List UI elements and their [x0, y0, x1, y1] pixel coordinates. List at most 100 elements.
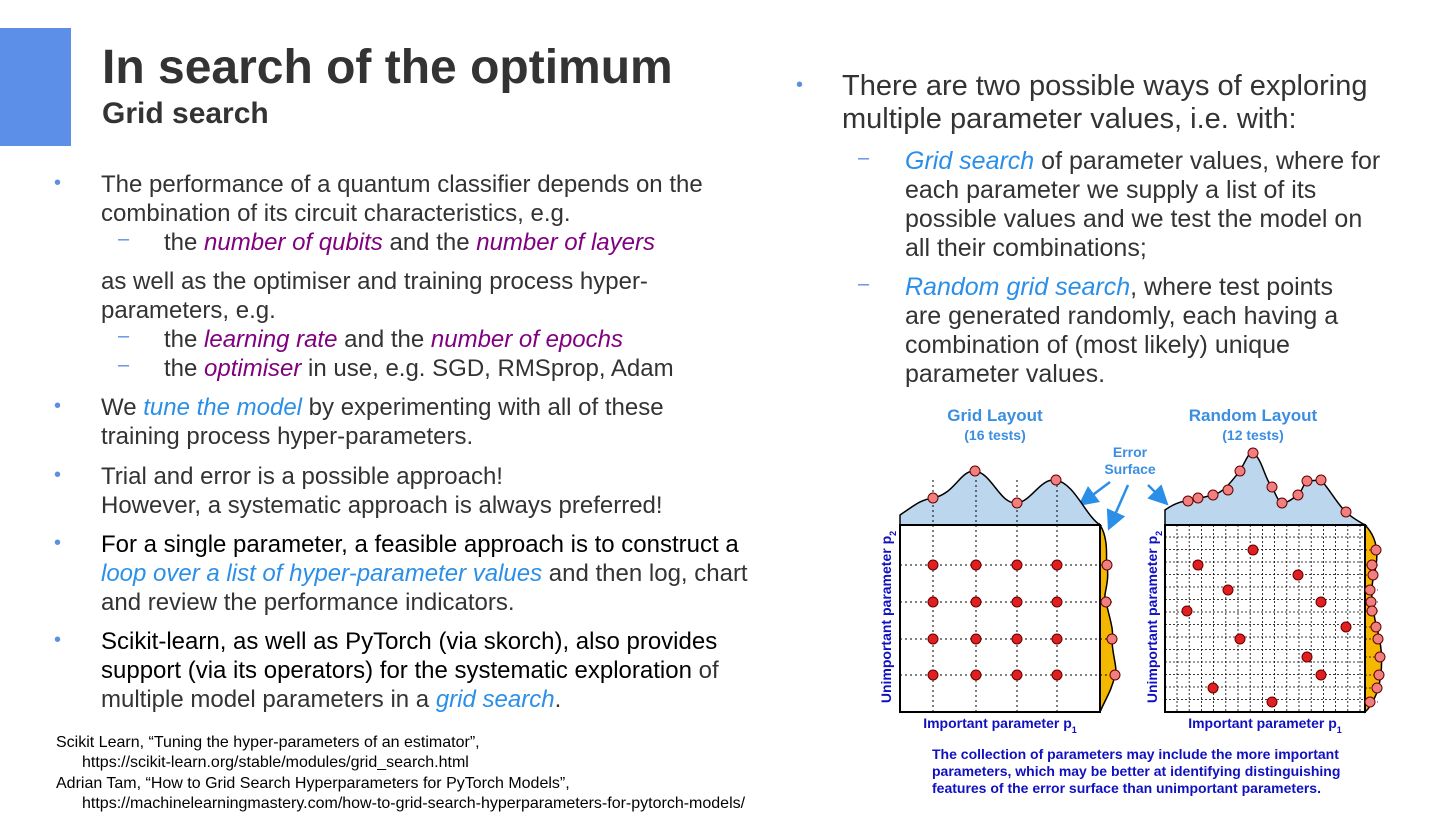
text: of parameter values, where for each para… [905, 147, 1381, 262]
paragraph: We tune the model by experimenting with … [101, 393, 721, 451]
surface-point [1109, 669, 1121, 681]
dash: – [118, 354, 130, 376]
surface-point [1222, 484, 1234, 496]
title: In search of the optimum [102, 41, 673, 94]
point [927, 633, 939, 645]
surface-point [1365, 596, 1377, 608]
subscript: 1 [1072, 725, 1077, 735]
surface-point [1106, 633, 1118, 645]
emphasis: Grid search [905, 147, 1035, 175]
bullet: • [796, 74, 804, 96]
text: the [164, 355, 205, 382]
surface-point [1367, 569, 1379, 581]
text: as well as the optimiser and training pr… [101, 268, 648, 324]
surface-point [1207, 489, 1219, 501]
text: Adrian Tam, “How to Grid Search Hyperpar… [56, 775, 570, 792]
text: Important parameter p [923, 715, 1072, 731]
paragraph: Random grid search, where test points ar… [905, 273, 1375, 389]
paragraph: Trial and error is a possible approach! H… [101, 462, 761, 520]
point [1181, 605, 1193, 617]
bullet: • [54, 464, 62, 486]
surface-point [1266, 481, 1278, 493]
axis-label: Unimportant parameter p2 [878, 531, 898, 703]
point [1051, 633, 1063, 645]
url: https://machinelearningmastery.com/how-t… [82, 795, 746, 812]
surface-point [1101, 559, 1113, 571]
surface-point [1247, 447, 1259, 459]
text: of multiple model parameters in a [101, 657, 719, 713]
paragraph: Scikit-learn, as well as PyTorch (via sk… [101, 627, 771, 714]
point [1247, 544, 1259, 556]
panel [1164, 524, 1366, 713]
point [1011, 669, 1023, 681]
point [1292, 569, 1304, 581]
emphasis: grid search [435, 686, 555, 713]
subscript: 2 [888, 531, 898, 536]
point [1301, 651, 1313, 663]
surface-point [1364, 584, 1376, 596]
subtitle: Grid search [102, 97, 269, 130]
dash: – [858, 273, 870, 295]
point [1234, 633, 1246, 645]
reference: Adrian Tam, “How to Grid Search Hyperpar… [56, 774, 745, 814]
bullet: • [54, 172, 62, 194]
surface-point [1340, 506, 1352, 518]
subscript: 2 [1154, 531, 1164, 536]
point [1011, 596, 1023, 608]
emphasis: loop over a list of hyper-parameter valu… [101, 560, 543, 587]
surface-point [1011, 497, 1023, 509]
text: , where test points are generated random… [905, 273, 1339, 388]
surface-point [1192, 492, 1204, 504]
panel-subtitle: (12 tests) [1222, 427, 1283, 443]
paragraph: There are two possible ways of exploring… [842, 70, 1402, 136]
text: Scikit-learn, as well as PyTorch (via sk… [101, 628, 718, 684]
panel-title: Random Layout [1189, 406, 1318, 425]
point [927, 669, 939, 681]
point [1051, 669, 1063, 681]
emphasis: tune the model [143, 394, 303, 421]
text: the [164, 229, 205, 256]
bullet: • [54, 532, 62, 554]
caption: The collection of parameters may include… [932, 746, 1341, 796]
accent-bar [0, 28, 71, 146]
point [970, 669, 982, 681]
point [1340, 621, 1352, 633]
text: Trial and error is a possible approach! [101, 463, 503, 490]
text: the [164, 326, 205, 353]
surface-point [1301, 475, 1313, 487]
emphasis: number of qubits [204, 229, 383, 256]
emphasis: Random grid search [905, 273, 1131, 301]
paragraph: the number of qubits and the number of l… [164, 228, 764, 257]
text: For a single parameter, a feasible appro… [101, 531, 739, 558]
surface-point [1370, 544, 1382, 556]
point [1011, 559, 1023, 571]
bullet: • [54, 395, 62, 417]
text: There are two possible ways of exploring… [842, 70, 1368, 135]
reference: Scikit Learn, “Tuning the hyper-paramete… [56, 733, 480, 773]
paragraph: the learning rate and the number of epoc… [164, 325, 764, 354]
text: However, a systematic approach is always… [101, 492, 663, 519]
point [927, 596, 939, 608]
emphasis: optimiser [204, 355, 302, 382]
surface-point [1372, 633, 1384, 645]
paragraph: the optimiser in use, e.g. SGD, RMSprop,… [164, 354, 764, 383]
axis-label: Important parameter p1 [923, 715, 1077, 735]
point [970, 633, 982, 645]
text: Unimportant parameter p [1144, 536, 1160, 703]
point [927, 559, 939, 571]
point [1011, 633, 1023, 645]
paragraph: The performance of a quantum classifier … [101, 170, 761, 228]
surface-point [1050, 474, 1062, 486]
text: . [554, 686, 562, 713]
dash: – [858, 147, 870, 169]
point [1315, 596, 1327, 608]
point [970, 559, 982, 571]
point [1051, 596, 1063, 608]
arrow [1078, 481, 1111, 506]
arrow [1106, 484, 1130, 531]
surface-point [1276, 497, 1288, 509]
dash: – [118, 325, 130, 347]
text: Important parameter p [1188, 715, 1337, 731]
